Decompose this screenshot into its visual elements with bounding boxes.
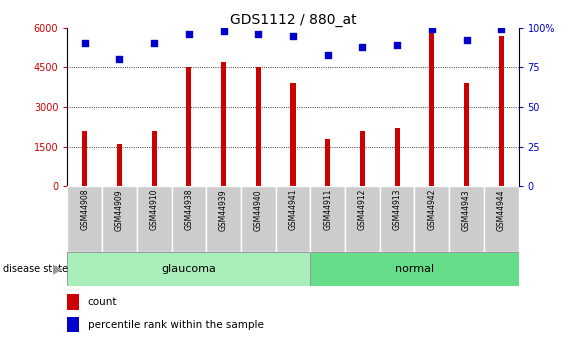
FancyBboxPatch shape [67, 186, 102, 252]
Text: count: count [88, 297, 117, 307]
Text: GSM44939: GSM44939 [219, 189, 228, 230]
Bar [186, 67, 192, 186]
Title: GDS1112 / 880_at: GDS1112 / 880_at [230, 12, 356, 27]
Bar [152, 131, 157, 186]
Text: percentile rank within the sample: percentile rank within the sample [88, 320, 264, 330]
Point [357, 44, 367, 49]
FancyBboxPatch shape [311, 186, 345, 252]
Point [219, 28, 229, 33]
Bar [82, 131, 87, 186]
Bar [394, 128, 400, 186]
Text: GSM44941: GSM44941 [288, 189, 298, 230]
Text: GSM44940: GSM44940 [254, 189, 263, 230]
Bar [67, 294, 79, 310]
Point [80, 41, 90, 46]
FancyBboxPatch shape [67, 252, 311, 286]
Point [427, 27, 437, 32]
Bar [67, 317, 79, 333]
FancyBboxPatch shape [206, 186, 241, 252]
FancyBboxPatch shape [137, 186, 172, 252]
FancyBboxPatch shape [311, 252, 519, 286]
Bar [117, 144, 122, 186]
FancyBboxPatch shape [449, 186, 484, 252]
FancyBboxPatch shape [241, 186, 275, 252]
Text: GSM44908: GSM44908 [80, 189, 89, 230]
FancyBboxPatch shape [380, 186, 414, 252]
Point [323, 52, 332, 57]
Text: GSM44913: GSM44913 [393, 189, 401, 230]
Text: GSM44912: GSM44912 [358, 189, 367, 230]
Bar [255, 67, 261, 186]
FancyBboxPatch shape [102, 186, 137, 252]
FancyBboxPatch shape [414, 186, 449, 252]
Text: GSM44909: GSM44909 [115, 189, 124, 230]
Text: GSM44911: GSM44911 [323, 189, 332, 230]
Bar [464, 83, 469, 186]
FancyBboxPatch shape [345, 186, 380, 252]
FancyBboxPatch shape [172, 186, 206, 252]
FancyBboxPatch shape [275, 186, 311, 252]
Bar [429, 30, 434, 186]
Text: GSM44910: GSM44910 [149, 189, 159, 230]
Point [254, 31, 263, 37]
FancyBboxPatch shape [484, 186, 519, 252]
Bar [499, 36, 504, 186]
Text: ▶: ▶ [53, 263, 62, 276]
Text: normal: normal [395, 264, 434, 274]
Point [288, 33, 298, 38]
Point [115, 57, 124, 62]
Point [184, 31, 193, 37]
Bar [325, 139, 331, 186]
Point [393, 42, 402, 48]
Text: GSM44938: GSM44938 [185, 189, 193, 230]
Text: disease state: disease state [3, 264, 68, 274]
Text: glaucoma: glaucoma [161, 264, 216, 274]
Text: GSM44944: GSM44944 [497, 189, 506, 230]
Bar [360, 131, 365, 186]
Point [462, 38, 471, 43]
Bar [291, 83, 295, 186]
Text: GSM44942: GSM44942 [427, 189, 437, 230]
Point [149, 41, 159, 46]
Point [496, 27, 506, 32]
Bar [221, 62, 226, 186]
Text: GSM44943: GSM44943 [462, 189, 471, 230]
